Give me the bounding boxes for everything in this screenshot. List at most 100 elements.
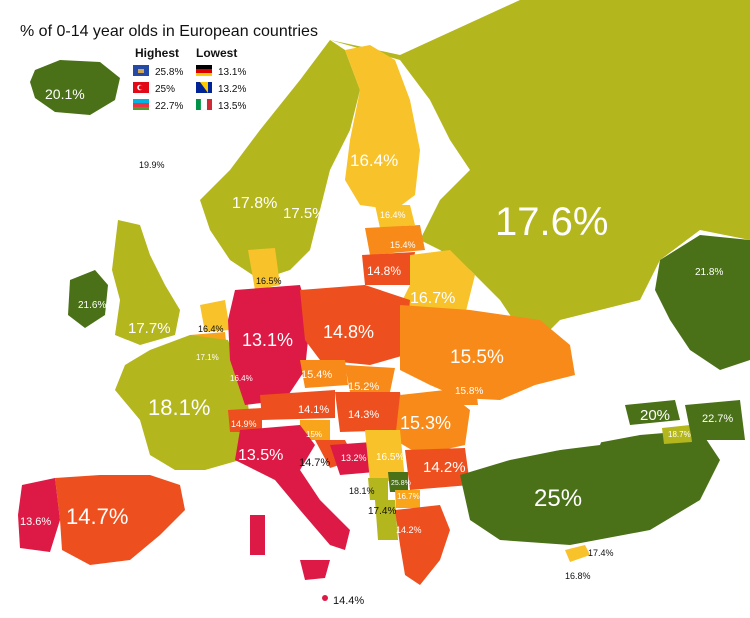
legend-lowest-value: 13.5% (218, 101, 246, 112)
russia-region (330, 0, 750, 340)
netherlands-region (200, 300, 230, 332)
label-italy: 13.5% (238, 447, 283, 464)
value-labels: 20.1% 19.9% 17.8% 17.5% 16.4% 17.6% 16.4… (20, 86, 733, 607)
black-sea (470, 395, 610, 455)
label-latvia: 15.4% (390, 240, 416, 250)
label-armenia: 18.7% (668, 430, 691, 439)
italy-flag-icon (196, 98, 212, 111)
latvia-region (365, 225, 425, 255)
azerbaijan-region (685, 400, 745, 440)
label-kosovo: 25.8% (391, 480, 411, 487)
finland-region (345, 45, 420, 210)
label-azerbaijan: 22.7% (702, 413, 733, 425)
italy-region (235, 425, 350, 550)
label-bosnia: 13.2% (341, 453, 367, 463)
label-norway: 17.8% (232, 195, 277, 212)
legend-lowest-value: 13.1% (218, 67, 246, 78)
ireland-region (68, 270, 108, 328)
legend: Highest Lowest 25.8% 25% 22.7% 13.1% (133, 46, 246, 112)
label-france: 18.1% (148, 395, 210, 420)
label-portugal: 13.6% (20, 516, 51, 528)
label-belarus: 16.7% (410, 290, 455, 307)
label-estonia: 16.4% (380, 210, 406, 220)
label-austria: 14.1% (298, 404, 329, 416)
label-cyprus: 16.8% (565, 571, 591, 581)
label-croatia: 14.7% (299, 457, 330, 469)
bulgaria-region (405, 448, 470, 490)
ukraine-region (400, 305, 575, 400)
uk-region (112, 220, 180, 345)
serbia-region (365, 430, 405, 482)
iceland-region (30, 60, 120, 115)
label-denmark: 16.5% (256, 276, 282, 286)
kazakhstan-region (655, 235, 750, 370)
sardinia-region (250, 515, 265, 555)
label-cyprus-north: 17.4% (588, 548, 614, 558)
label-serbia: 16.5% (376, 452, 404, 463)
kosovo-flag-icon (133, 65, 149, 76)
label-albania: 17.4% (368, 506, 396, 517)
label-moldova: 15.8% (455, 386, 483, 397)
label-sweden: 17.5% (283, 205, 326, 222)
switzerland-region (228, 408, 262, 432)
greece-region (395, 505, 450, 585)
label-lithuania: 14.8% (367, 264, 401, 278)
label-kazakhstan: 21.8% (695, 267, 723, 278)
spain-region (55, 475, 185, 565)
label-belgium: 17.1% (196, 353, 219, 362)
poland-region (300, 285, 410, 365)
azerbaijan-flag-icon (133, 99, 149, 110)
label-germany: 13.1% (242, 330, 293, 350)
belarus-region (400, 250, 475, 325)
label-macedonia: 16.7% (397, 492, 420, 501)
macedonia-region (395, 490, 420, 508)
map-title: % of 0-14 year olds in European countrie… (20, 23, 318, 40)
label-uk: 17.7% (128, 320, 171, 337)
armenia-region (662, 425, 692, 444)
malta-region (322, 595, 328, 601)
romania-region (395, 390, 470, 455)
legend-lowest-label: Lowest (196, 46, 237, 60)
label-czech: 15.4% (301, 369, 332, 381)
austria-region (260, 390, 335, 420)
sicily-region (300, 560, 330, 580)
portugal-region (18, 478, 60, 552)
montenegro-region (368, 478, 388, 500)
estonia-region (375, 205, 415, 228)
scandinavia-region (200, 40, 360, 280)
legend-lowest-value: 13.2% (218, 84, 246, 95)
denmark-region (248, 248, 280, 290)
label-faroe: 19.9% (139, 160, 165, 170)
label-slovenia: 15% (306, 430, 322, 439)
turkey-region (460, 430, 720, 545)
bosnia-flag-icon (196, 82, 212, 93)
cyprus-region (565, 545, 590, 562)
czech-region (300, 360, 348, 388)
legend-highest-value: 25% (155, 84, 175, 95)
label-iceland: 20.1% (45, 86, 85, 102)
georgia-region (625, 400, 680, 425)
legend-highest-value: 25.8% (155, 67, 183, 78)
kosovo-region (388, 472, 408, 492)
label-switzerland: 14.9% (231, 419, 257, 429)
label-slovakia: 15.2% (348, 381, 379, 393)
bosnia-region (330, 442, 375, 475)
label-luxembourg: 16.4% (230, 374, 253, 383)
label-greece: 14.2% (396, 525, 422, 535)
germany-flag-icon (196, 65, 212, 76)
label-malta: 14.4% (333, 595, 364, 607)
label-netherlands: 16.4% (198, 324, 224, 334)
albania-region (375, 500, 398, 540)
hungary-region (335, 392, 405, 432)
label-russia: 17.6% (495, 200, 608, 244)
lithuania-region (362, 252, 415, 285)
slovakia-region (345, 365, 395, 392)
turkey-flag-icon (133, 82, 149, 93)
label-bulgaria: 14.2% (423, 459, 466, 476)
label-georgia: 20% (640, 407, 670, 424)
label-ukraine: 15.5% (450, 347, 504, 368)
legend-highest-label: Highest (135, 46, 179, 60)
label-hungary: 14.3% (348, 409, 379, 421)
label-poland: 14.8% (323, 322, 374, 342)
